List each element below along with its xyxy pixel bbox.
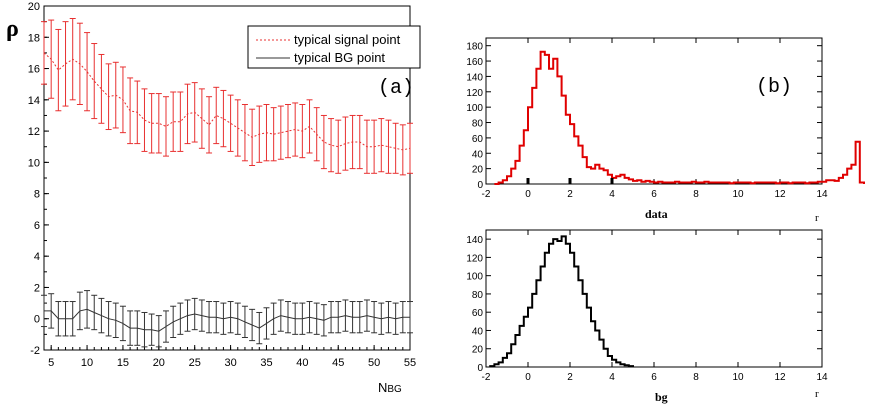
series-line [44, 308, 410, 332]
y-tick-label: 6 [34, 220, 40, 232]
x-tick-label: 6 [651, 372, 657, 383]
y-tick-label: 0 [34, 314, 40, 326]
y-tick-label: 80 [472, 119, 484, 130]
y-tick-label: 100 [466, 272, 483, 283]
y-tick-label: 14 [28, 95, 40, 107]
panel-b-label: (b) [756, 76, 792, 99]
panel-b-data-frame [485, 37, 823, 185]
x-tick-label: 20 [153, 357, 165, 369]
y-tick-label: 60 [472, 308, 484, 319]
y-tick-label: -2 [30, 345, 40, 357]
panel-a-xlabel-main: N [378, 380, 387, 395]
y-tick-label: 80 [472, 290, 484, 301]
legend-signal-label: typical signal point [294, 32, 401, 47]
legend-bg-label: typical BG point [294, 50, 385, 65]
y-tick-label: 4 [34, 251, 40, 263]
x-tick-label: 4 [609, 189, 615, 200]
y-tick-label: 120 [466, 88, 483, 99]
legend-box [247, 25, 421, 69]
series-line [43, 52, 411, 151]
x-tick-label: 14 [816, 189, 828, 200]
y-tick-label: 0 [477, 363, 483, 374]
y-tick-label: 140 [466, 72, 483, 83]
data-histogram [494, 50, 865, 185]
y-tick-label: 40 [472, 326, 484, 337]
panel-a-ylabel: ρ [6, 16, 19, 42]
x-tick-label: 4 [609, 372, 615, 383]
panel-a-xlabel-sub: BG [387, 384, 402, 395]
panel-a-xlabel: NBG [378, 380, 402, 395]
y-tick-label: 20 [28, 1, 40, 13]
panel-b-data-corner: r [815, 212, 819, 224]
panel-a: -2 0 2 4 6 8 10 12 14 16 18 20 5 10 15 20 25 30 35 40 45 50 55… [6, 1, 421, 395]
y-tick-label: 0 [477, 180, 483, 191]
y-tick-label: 100 [466, 103, 483, 114]
reference-marker [610, 178, 614, 184]
x-tick-label: 30 [224, 357, 236, 369]
panel-b-data-xlabel: data [645, 207, 668, 221]
reference-marker [568, 178, 572, 184]
x-tick-label: 5 [48, 357, 54, 369]
panel-a-legend: typical signal point typical BG point [247, 25, 421, 69]
reference-marker [526, 178, 530, 184]
x-tick-label: -2 [482, 189, 491, 200]
x-tick-label: 12 [774, 189, 786, 200]
y-tick-label: 140 [466, 235, 483, 246]
y-tick-label: 60 [472, 134, 484, 145]
panel-b-bg-corner: r [815, 388, 819, 400]
x-tick-label: 40 [296, 357, 308, 369]
x-tick-label: 55 [404, 357, 416, 369]
x-tick-label: 45 [332, 357, 344, 369]
x-tick-label: 8 [693, 372, 699, 383]
x-tick-label: 10 [732, 372, 744, 383]
y-tick-label: 2 [34, 282, 40, 294]
x-tick-label: 10 [732, 189, 744, 200]
x-tick-label: 2 [567, 189, 573, 200]
x-tick-label: 25 [189, 357, 201, 369]
x-tick-label: 0 [525, 372, 531, 383]
y-tick-label: 120 [466, 253, 483, 264]
y-tick-label: 16 [28, 64, 40, 76]
panel-b-bg-frame [485, 229, 823, 368]
x-tick-label: 15 [117, 357, 129, 369]
y-tick-label: 20 [472, 345, 484, 356]
y-tick-label: 160 [466, 57, 483, 68]
y-tick-label: 40 [472, 149, 484, 160]
panel-a-label: (a) [378, 77, 414, 100]
y-tick-label: 10 [28, 157, 40, 169]
x-tick-label: -2 [482, 372, 491, 383]
x-tick-label: 6 [651, 189, 657, 200]
y-tick-label: 12 [28, 126, 40, 138]
x-tick-label: 14 [816, 372, 828, 383]
x-tick-label: 12 [774, 372, 786, 383]
panel-b-bg-xlabel: bg [655, 390, 668, 404]
y-tick-label: 18 [28, 32, 40, 44]
x-tick-label: 35 [260, 357, 272, 369]
x-tick-label: 10 [81, 357, 93, 369]
y-tick-label: 20 [472, 165, 484, 176]
x-tick-label: 0 [525, 189, 531, 200]
y-tick-label: 8 [34, 189, 40, 201]
x-tick-label: 50 [368, 357, 380, 369]
y-tick-label: 180 [466, 42, 483, 53]
x-tick-label: 8 [693, 189, 699, 200]
x-tick-label: 2 [567, 372, 573, 383]
bg-histogram [489, 235, 634, 368]
